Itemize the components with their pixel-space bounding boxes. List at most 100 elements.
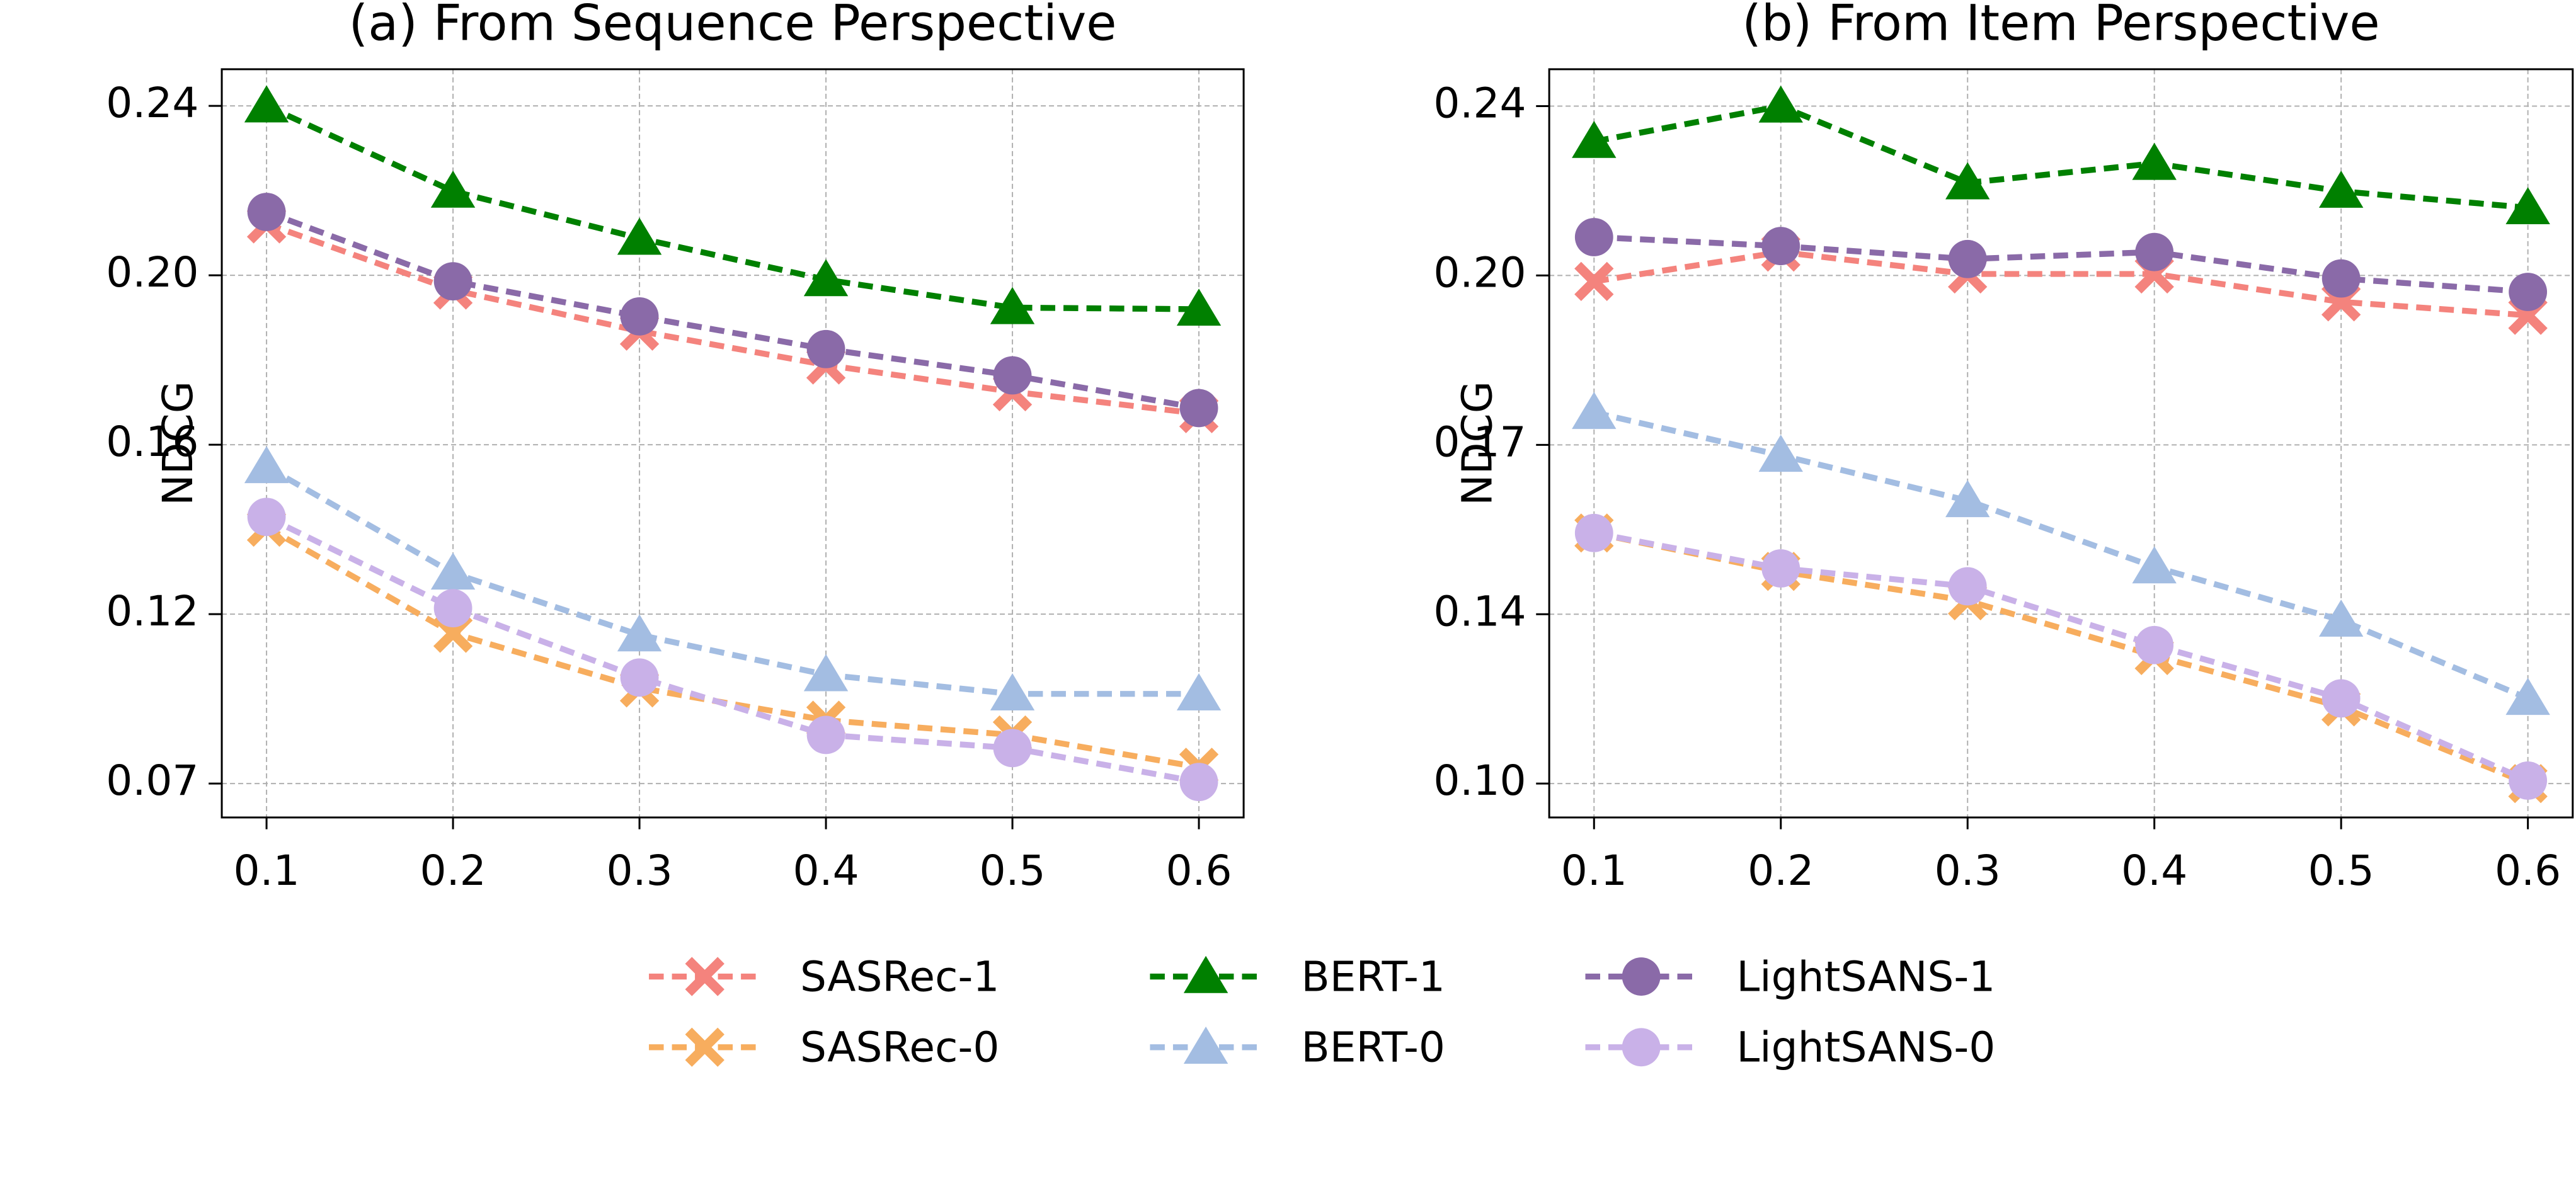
line (1593, 409, 2529, 702)
y-axis-label: NDCG (154, 381, 202, 506)
y-tick-label: 0.10 (1433, 756, 1526, 805)
line (1593, 530, 2529, 787)
point (617, 614, 662, 652)
y-tick-label: 0.24 (106, 79, 198, 127)
y-tick-label: 0.20 (106, 248, 198, 297)
point (430, 552, 476, 590)
point (1761, 227, 1800, 266)
y-tick-label: 0.17 (1433, 418, 1526, 466)
line (1593, 249, 2528, 319)
point (1572, 392, 1617, 430)
y-tick-label: 0.16 (106, 418, 198, 466)
x-tick-label: 0.6 (1165, 846, 1232, 895)
line (265, 514, 1199, 785)
legend-label: BERT-1 (1301, 952, 1445, 1001)
point (2318, 170, 2364, 208)
point (1574, 218, 1613, 256)
x-tick-label: 0.3 (606, 846, 672, 895)
y-tick-label: 0.14 (1433, 587, 1526, 635)
point (993, 729, 1032, 768)
chart-title: (b) From Item Perspective (1742, 0, 2379, 52)
y-tick-label: 0.24 (1433, 79, 1526, 128)
point (2132, 142, 2177, 180)
point (247, 193, 286, 231)
point (1179, 389, 1218, 428)
x-tick-label: 0.3 (1935, 846, 2001, 895)
point (806, 329, 845, 368)
line (265, 103, 1199, 312)
point (1179, 763, 1218, 802)
line (265, 221, 1199, 417)
plot-frame (1548, 68, 2574, 819)
line (1593, 530, 2529, 783)
x-tick-label: 0.1 (1561, 846, 1627, 895)
x-tick-label: 0.4 (793, 846, 859, 895)
point (806, 715, 845, 755)
point (433, 262, 472, 301)
point (2505, 678, 2550, 715)
point (2321, 259, 2361, 298)
line (1593, 103, 2529, 211)
point (1758, 85, 1803, 123)
point (244, 85, 289, 123)
point (990, 673, 1035, 710)
y-tick-label: 0.12 (106, 587, 198, 635)
x-tick-label: 0.4 (2121, 846, 2187, 895)
line (1594, 234, 2528, 295)
point (1945, 480, 1990, 518)
legend-label: LightSANS-1 (1736, 952, 1995, 1001)
x-tick-label: 0.2 (420, 846, 486, 895)
point (1176, 288, 1222, 326)
point (620, 297, 659, 336)
y-tick-label: 0.20 (1433, 248, 1526, 297)
point (993, 356, 1032, 395)
point (617, 217, 662, 255)
legend-marker (1622, 1028, 1661, 1067)
x-tick-label: 0.1 (233, 846, 299, 895)
point (1948, 567, 1987, 606)
point (1176, 673, 1222, 710)
point (247, 498, 286, 537)
legend-marker (1622, 957, 1661, 996)
point (2509, 273, 2548, 311)
line (265, 464, 1199, 697)
point (1574, 261, 1614, 301)
y-tick-label: 0.07 (106, 756, 198, 805)
legend-label: SASRec-0 (800, 1023, 999, 1072)
point (1758, 435, 1803, 472)
point (2318, 599, 2364, 637)
point (2509, 761, 2548, 800)
chart-title: (a) From Sequence Perspective (349, 0, 1117, 52)
legend-marker (1183, 955, 1228, 993)
legend-label: SASRec-1 (800, 952, 999, 1001)
line (265, 525, 1199, 770)
point (2321, 679, 2361, 718)
point (1572, 120, 1617, 158)
x-tick-label: 0.6 (2495, 846, 2561, 895)
legend-marker (685, 957, 724, 996)
point (2135, 232, 2174, 271)
point (620, 658, 659, 697)
point (990, 287, 1035, 324)
point (430, 170, 476, 208)
plot-frame (220, 68, 1245, 819)
x-tick-label: 0.2 (1748, 846, 1814, 895)
legend-label: LightSANS-0 (1736, 1023, 1995, 1072)
point (244, 446, 289, 484)
line (265, 209, 1199, 411)
y-axis-label: NDCG (1453, 381, 1502, 506)
point (2132, 546, 2177, 584)
point (2135, 625, 2174, 664)
legend-label: BERT-0 (1301, 1023, 1445, 1072)
point (1945, 162, 1990, 200)
point (2505, 187, 2550, 225)
point (803, 259, 849, 297)
point (433, 589, 472, 628)
legend-marker (685, 1027, 724, 1067)
point (1574, 513, 1613, 552)
point (1948, 239, 1987, 278)
point (803, 654, 849, 692)
x-tick-label: 0.5 (979, 846, 1045, 895)
point (1761, 549, 1800, 588)
